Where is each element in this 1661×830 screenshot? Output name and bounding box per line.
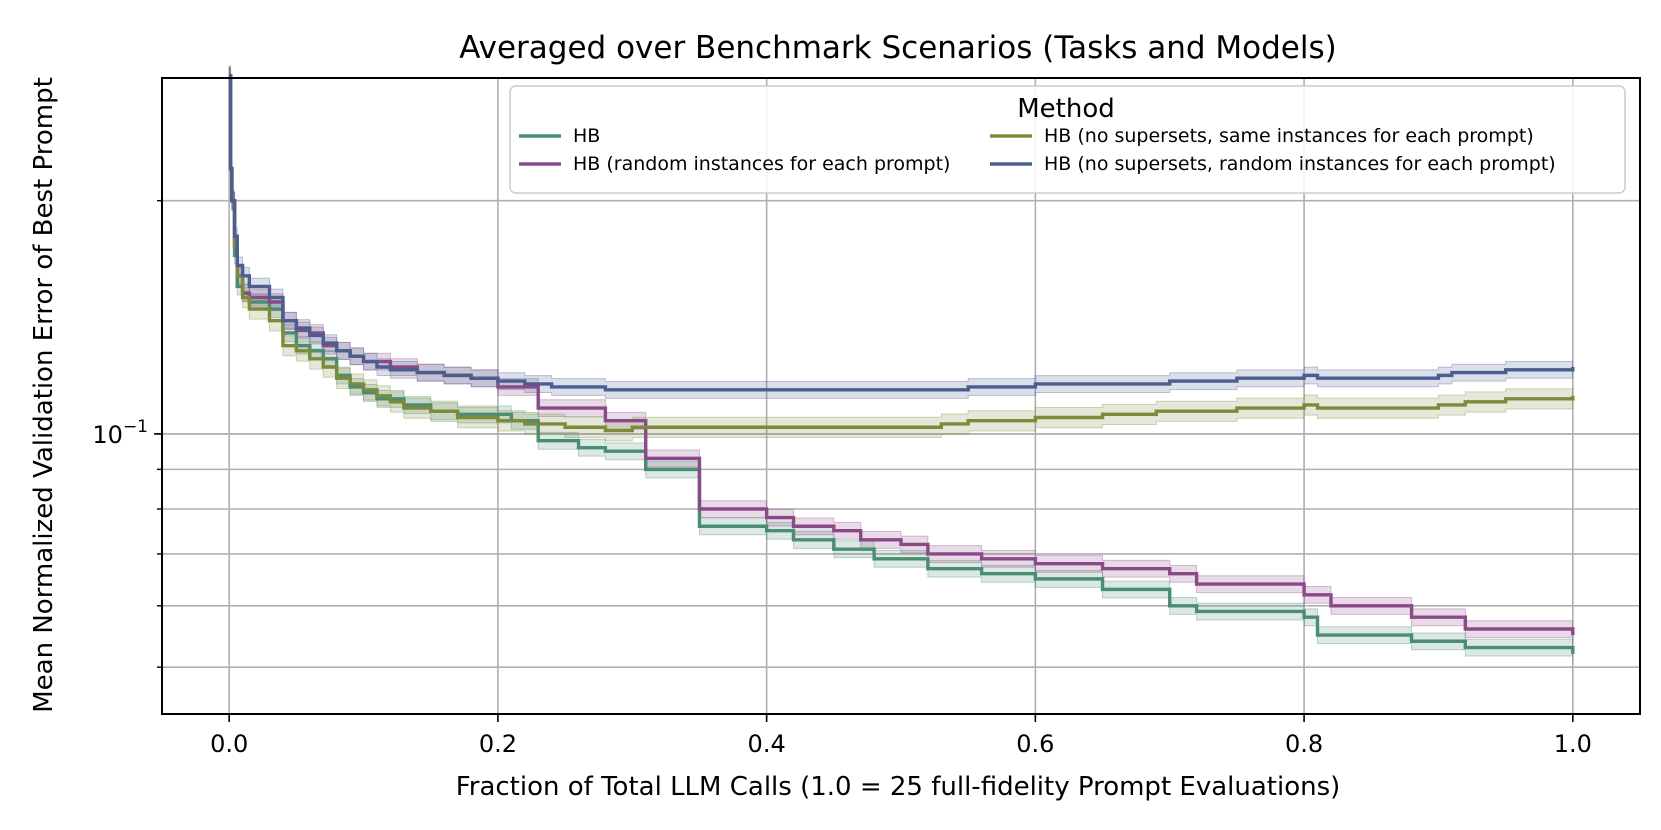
series-line-4	[228, 73, 1575, 392]
x-tick-label: 0.2	[479, 730, 517, 758]
legend-label-2: HB (random instances for each prompt)	[573, 153, 950, 175]
legend-label-1: HB	[573, 125, 600, 147]
legend-label-3: HB (no supersets, same instances for eac…	[1044, 125, 1534, 147]
series-lines	[228, 73, 1575, 654]
y-axis-label: Mean Normalized Validation Error of Best…	[29, 77, 59, 713]
series-band-2	[228, 66, 1574, 644]
x-axis-label: Fraction of Total LLM Calls (1.0 = 25 fu…	[456, 772, 1341, 802]
legend-title: Method	[1017, 94, 1115, 124]
x-tick-label: 0.0	[210, 730, 248, 758]
x-tick-label: 0.6	[1016, 730, 1054, 758]
series-band-1	[228, 66, 1574, 663]
plot-frame	[161, 77, 1641, 715]
series-band-4	[228, 66, 1574, 399]
y-tick-label: 10−1	[92, 417, 148, 449]
series-line-3	[228, 73, 1575, 433]
legend: Method HB HB (random instances for each p…	[509, 85, 1626, 194]
axis-ticks: 0.0 0.2 0.4 0.6 0.8 1.0 10−1	[92, 199, 1592, 758]
x-tick-label: 0.8	[1285, 730, 1323, 758]
x-tick-label: 0.4	[748, 730, 786, 758]
x-tick-label: 1.0	[1554, 730, 1592, 758]
legend-box	[509, 85, 1626, 194]
chart-title: Averaged over Benchmark Scenarios (Tasks…	[459, 30, 1337, 66]
legend-label-4: HB (no supersets, random instances for e…	[1044, 153, 1556, 175]
